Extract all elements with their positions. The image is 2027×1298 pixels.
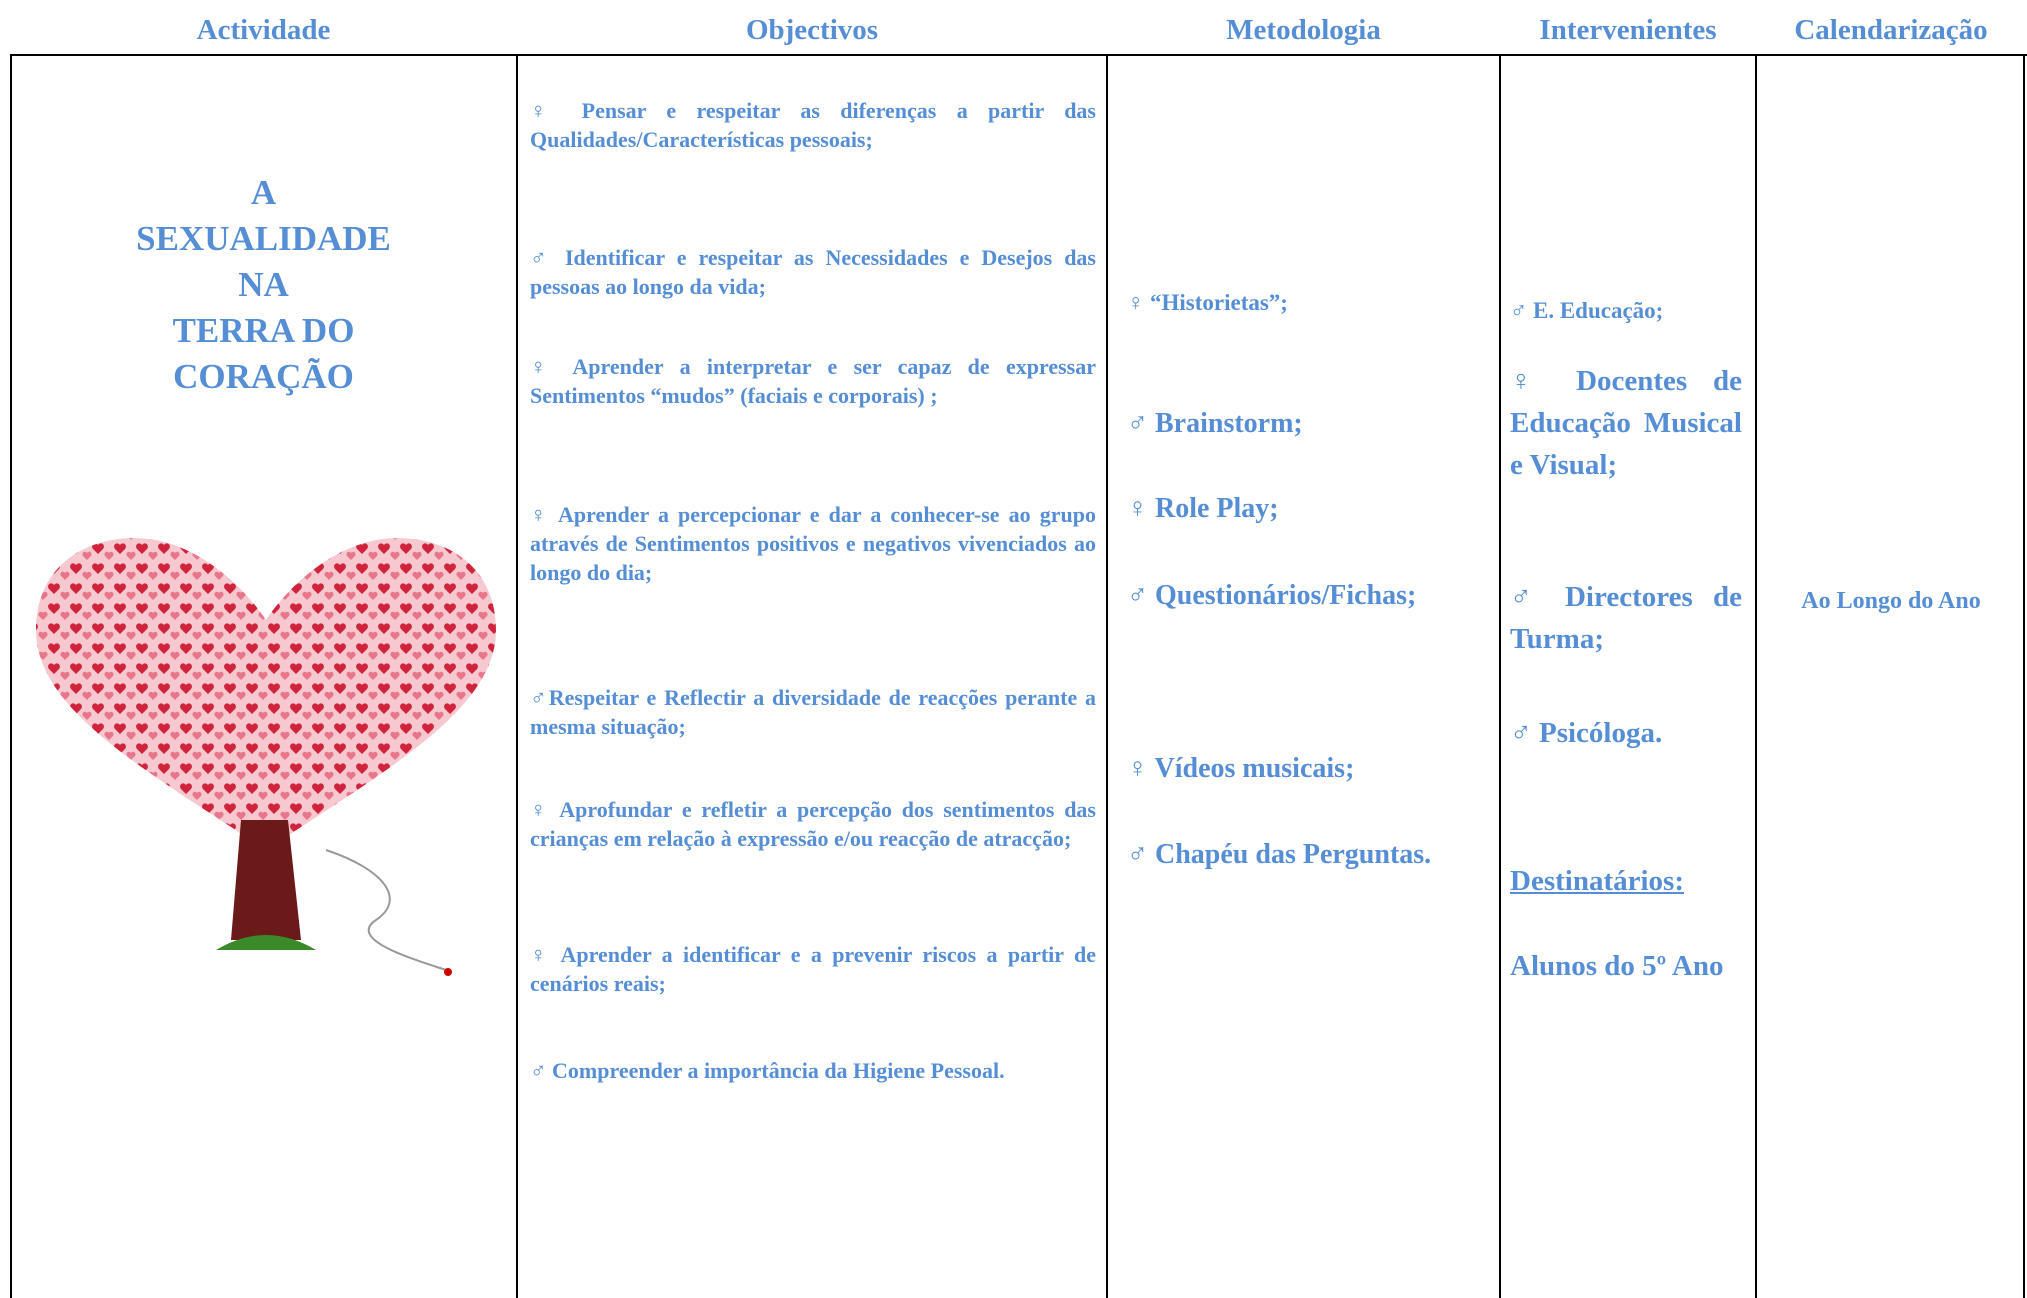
title-line: CORAÇÃO [173, 357, 354, 396]
rule [1499, 54, 1501, 1298]
intervener: ♂ Psicóloga. [1510, 717, 1663, 749]
recipients-label: Destinatários: [1510, 865, 1684, 897]
objective: ♀ Aprender a percepcionar e dar a conhec… [530, 502, 1096, 585]
rule [1755, 54, 1757, 1298]
objective: ♂Respeitar e Reflectir a diversidade de … [530, 685, 1096, 739]
title-line: SEXUALIDADE [136, 219, 391, 258]
objective: ♀ Aprender a interpretar e ser capaz de … [530, 354, 1096, 408]
method: ♀ “Historietas”; [1127, 290, 1288, 315]
method: ♂ Brainstorm; [1127, 408, 1303, 439]
intervener: ♂ E. Educação; [1510, 298, 1664, 323]
method: ♀ Role Play; [1127, 493, 1279, 524]
rule [2023, 54, 2025, 1298]
recipients: Alunos do 5º Ano [1510, 950, 1724, 982]
rule [10, 54, 12, 1298]
objective: ♂ Compreender a importância da Higiene P… [530, 1058, 1005, 1083]
header-cell: Objectivos [745, 14, 879, 46]
header-cell: Intervenientes [1539, 14, 1717, 46]
activity-title: A SEXUALIDADE NA TERRA DO CORAÇÃO [10, 170, 517, 400]
header-cell: Metodologia [1226, 14, 1381, 46]
objective: ♀ Aprofundar e refletir a percepção dos … [530, 797, 1096, 851]
method: ♂ Questionários/Fichas; [1127, 580, 1417, 611]
intervener: ♀ Docentes de Educação Musical e Visual; [1510, 365, 1742, 481]
header-cell: Calendarização [1794, 14, 1988, 46]
intervener: ♂ Directores de Turma; [1510, 581, 1742, 655]
rule [1106, 54, 1108, 1298]
objective: ♂ Identificar e respeitar as Necessidade… [530, 245, 1096, 299]
rule [516, 54, 518, 1298]
title-line: NA [238, 265, 289, 304]
calendarization: Ao Longo do Ano [1801, 588, 1981, 614]
rule [10, 54, 2027, 56]
objective: ♀ Pensar e respeitar as diferenças a par… [530, 98, 1096, 152]
method: ♂ Chapéu das Perguntas. [1127, 839, 1432, 870]
header-cell: Actividade [196, 14, 331, 46]
title-line: A [250, 173, 277, 212]
objective: ♀ Aprender a identificar e a prevenir ri… [530, 942, 1096, 996]
title-line: TERRA DO [172, 311, 355, 350]
heart-tree-image [36, 538, 496, 976]
method: ♀ Vídeos musicais; [1127, 753, 1355, 784]
